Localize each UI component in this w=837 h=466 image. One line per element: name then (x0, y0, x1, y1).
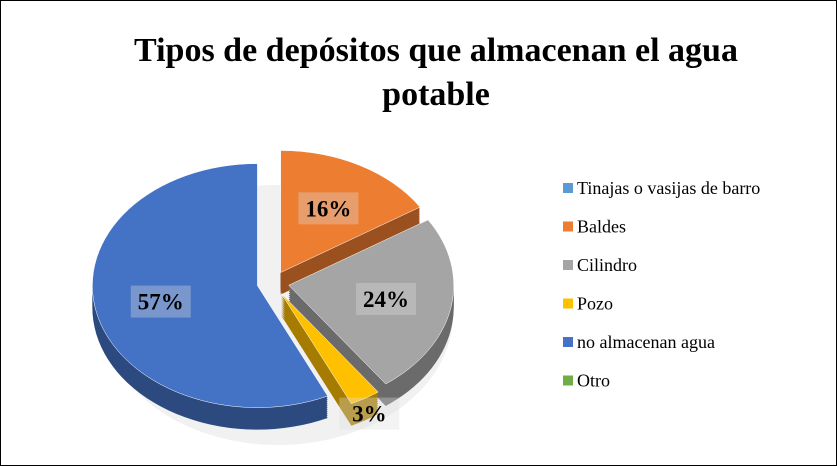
data-label: 57% (138, 290, 184, 315)
legend-label: Pozo (577, 294, 613, 314)
legend-swatch (563, 183, 573, 193)
slice (288, 219, 454, 385)
legend-swatch (563, 221, 573, 232)
legend-label: Tinajas o vasijas de barro (577, 178, 760, 198)
slice (92, 163, 329, 408)
legend-label: Cilindro (577, 255, 637, 275)
data-label: 3% (352, 402, 387, 427)
label-box (339, 397, 400, 430)
slice (280, 293, 379, 405)
slice (280, 150, 421, 273)
legend-swatch (563, 260, 573, 270)
label-box (355, 282, 416, 315)
label-box (130, 285, 191, 318)
legend-label: Baldes (577, 217, 626, 237)
label-box (298, 192, 359, 225)
legend-label: Otro (577, 371, 610, 391)
chart-title: Tipos de depósitos que almacenan el agua… (134, 32, 738, 113)
data-label: 16% (305, 196, 351, 221)
legend-swatch (563, 375, 573, 386)
legend-swatch (563, 337, 573, 347)
legend-label: no almacenan agua (577, 332, 715, 352)
legend-swatch (563, 298, 573, 309)
data-label: 24% (363, 287, 409, 312)
